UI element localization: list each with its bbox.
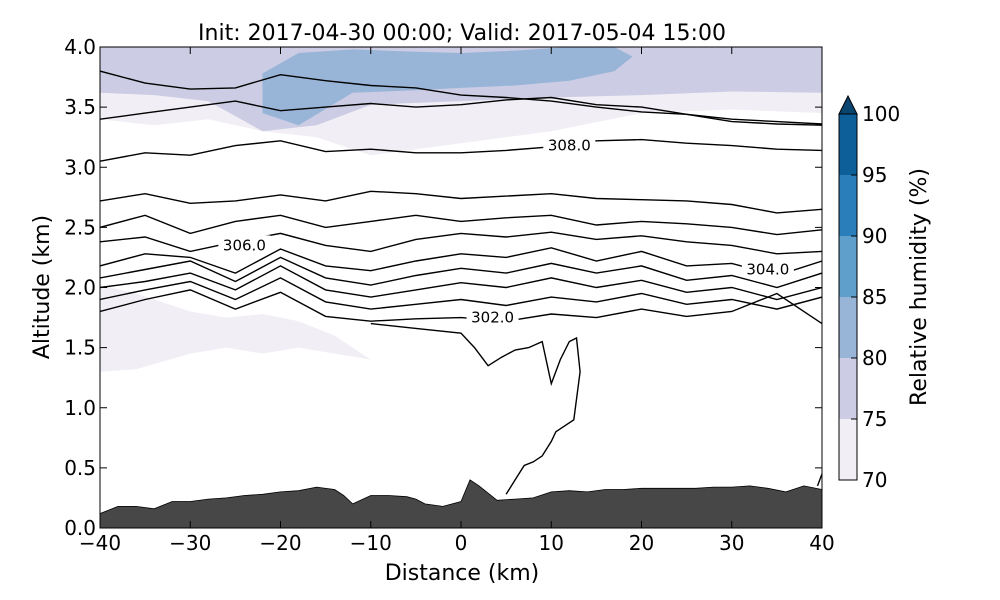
- x-tick-label: 10: [539, 531, 564, 555]
- colorbar-tick-label: 85: [862, 285, 887, 309]
- x-tick-label: −30: [169, 531, 211, 555]
- contour-label: 302.0: [471, 309, 514, 327]
- contour-label-bg: [218, 235, 271, 254]
- theta-contour-8: [100, 265, 822, 301]
- x-tick-label: −20: [259, 531, 301, 555]
- contour-label-bg: [543, 135, 596, 154]
- colorbar-swatch-85: [839, 236, 857, 297]
- y-axis: 0.0 0.5 1.0 1.5 2.0 2.5 3.0 3.5 4.0: [64, 35, 822, 540]
- theta-contour-3: [100, 190, 822, 214]
- theta-contour-6: [100, 247, 822, 277]
- x-tick-label: −40: [79, 531, 121, 555]
- colorbar-tick-label: 70: [862, 468, 887, 492]
- theta-contour-11: [370, 322, 581, 495]
- y-tick-label: 1.0: [64, 396, 96, 420]
- theta-contour-4: [100, 214, 822, 236]
- contour-label-bg: [741, 259, 794, 278]
- x-axis: −40 −30 −20 −10 0 10 20 30 40: [79, 47, 835, 555]
- theta-contour-2: [100, 138, 822, 162]
- theta-contour-5: [100, 231, 822, 255]
- rh-region-80-2: [262, 47, 633, 126]
- y-tick-label: 0.0: [64, 516, 96, 540]
- colorbar-swatch-80: [839, 297, 857, 358]
- y-tick-label: 4.0: [64, 35, 96, 59]
- y-axis-label: Altitude (km): [30, 215, 55, 359]
- contour-label-bg: [466, 307, 519, 326]
- contour-label: 304.0: [746, 260, 789, 278]
- colorbar-swatch-75: [839, 358, 857, 419]
- colorbar-tick-label: 75: [862, 407, 887, 431]
- theta-contour-9: [100, 277, 822, 310]
- colorbar-extend-arrow: [838, 94, 858, 115]
- colorbar-label: Relative humidity (%): [907, 168, 932, 406]
- x-axis-label: Distance (km): [385, 561, 540, 586]
- theta-contour-12: [816, 473, 822, 487]
- colorbar: 70 75 80 85 90 95 100: [838, 94, 900, 492]
- colorbar-swatch-95: [839, 114, 857, 175]
- x-tick-label: 30: [719, 531, 744, 555]
- y-tick-label: 3.5: [64, 95, 96, 119]
- theta-contour-7: [100, 256, 822, 289]
- y-tick-label: 2.5: [64, 215, 96, 239]
- y-tick-label: 1.5: [64, 336, 96, 360]
- colorbar-tick-label: 100: [862, 102, 900, 126]
- y-tick-label: 0.5: [64, 456, 96, 480]
- theta-contour-0: [100, 70, 822, 125]
- chart-title: Init: 2017-04-30 00:00; Valid: 2017-05-0…: [198, 21, 726, 46]
- x-tick-label: 0: [455, 531, 468, 555]
- y-tick-label: 3.0: [64, 155, 96, 179]
- x-tick-label: −10: [350, 531, 392, 555]
- colorbar-tick-label: 80: [862, 346, 887, 370]
- theta-contour-1: [100, 96, 822, 126]
- theta-contour-10: [100, 289, 822, 325]
- terrain: [100, 479, 822, 528]
- rh-region-70-6: [100, 285, 371, 372]
- y-tick-label: 2.0: [64, 276, 96, 300]
- x-tick-label: 20: [629, 531, 654, 555]
- contour-label: 308.0: [548, 137, 591, 155]
- colorbar-swatch-90: [839, 175, 857, 236]
- contour-label: 306.0: [223, 236, 266, 254]
- colorbar-swatch-70: [839, 419, 857, 480]
- colorbar-tick-label: 90: [862, 224, 887, 248]
- colorbar-tick-label: 95: [862, 163, 887, 187]
- terrain-shape: [100, 479, 822, 528]
- contour-labels: 308.0 306.0 304.0 302.0: [218, 135, 794, 327]
- x-tick-label: 40: [809, 531, 834, 555]
